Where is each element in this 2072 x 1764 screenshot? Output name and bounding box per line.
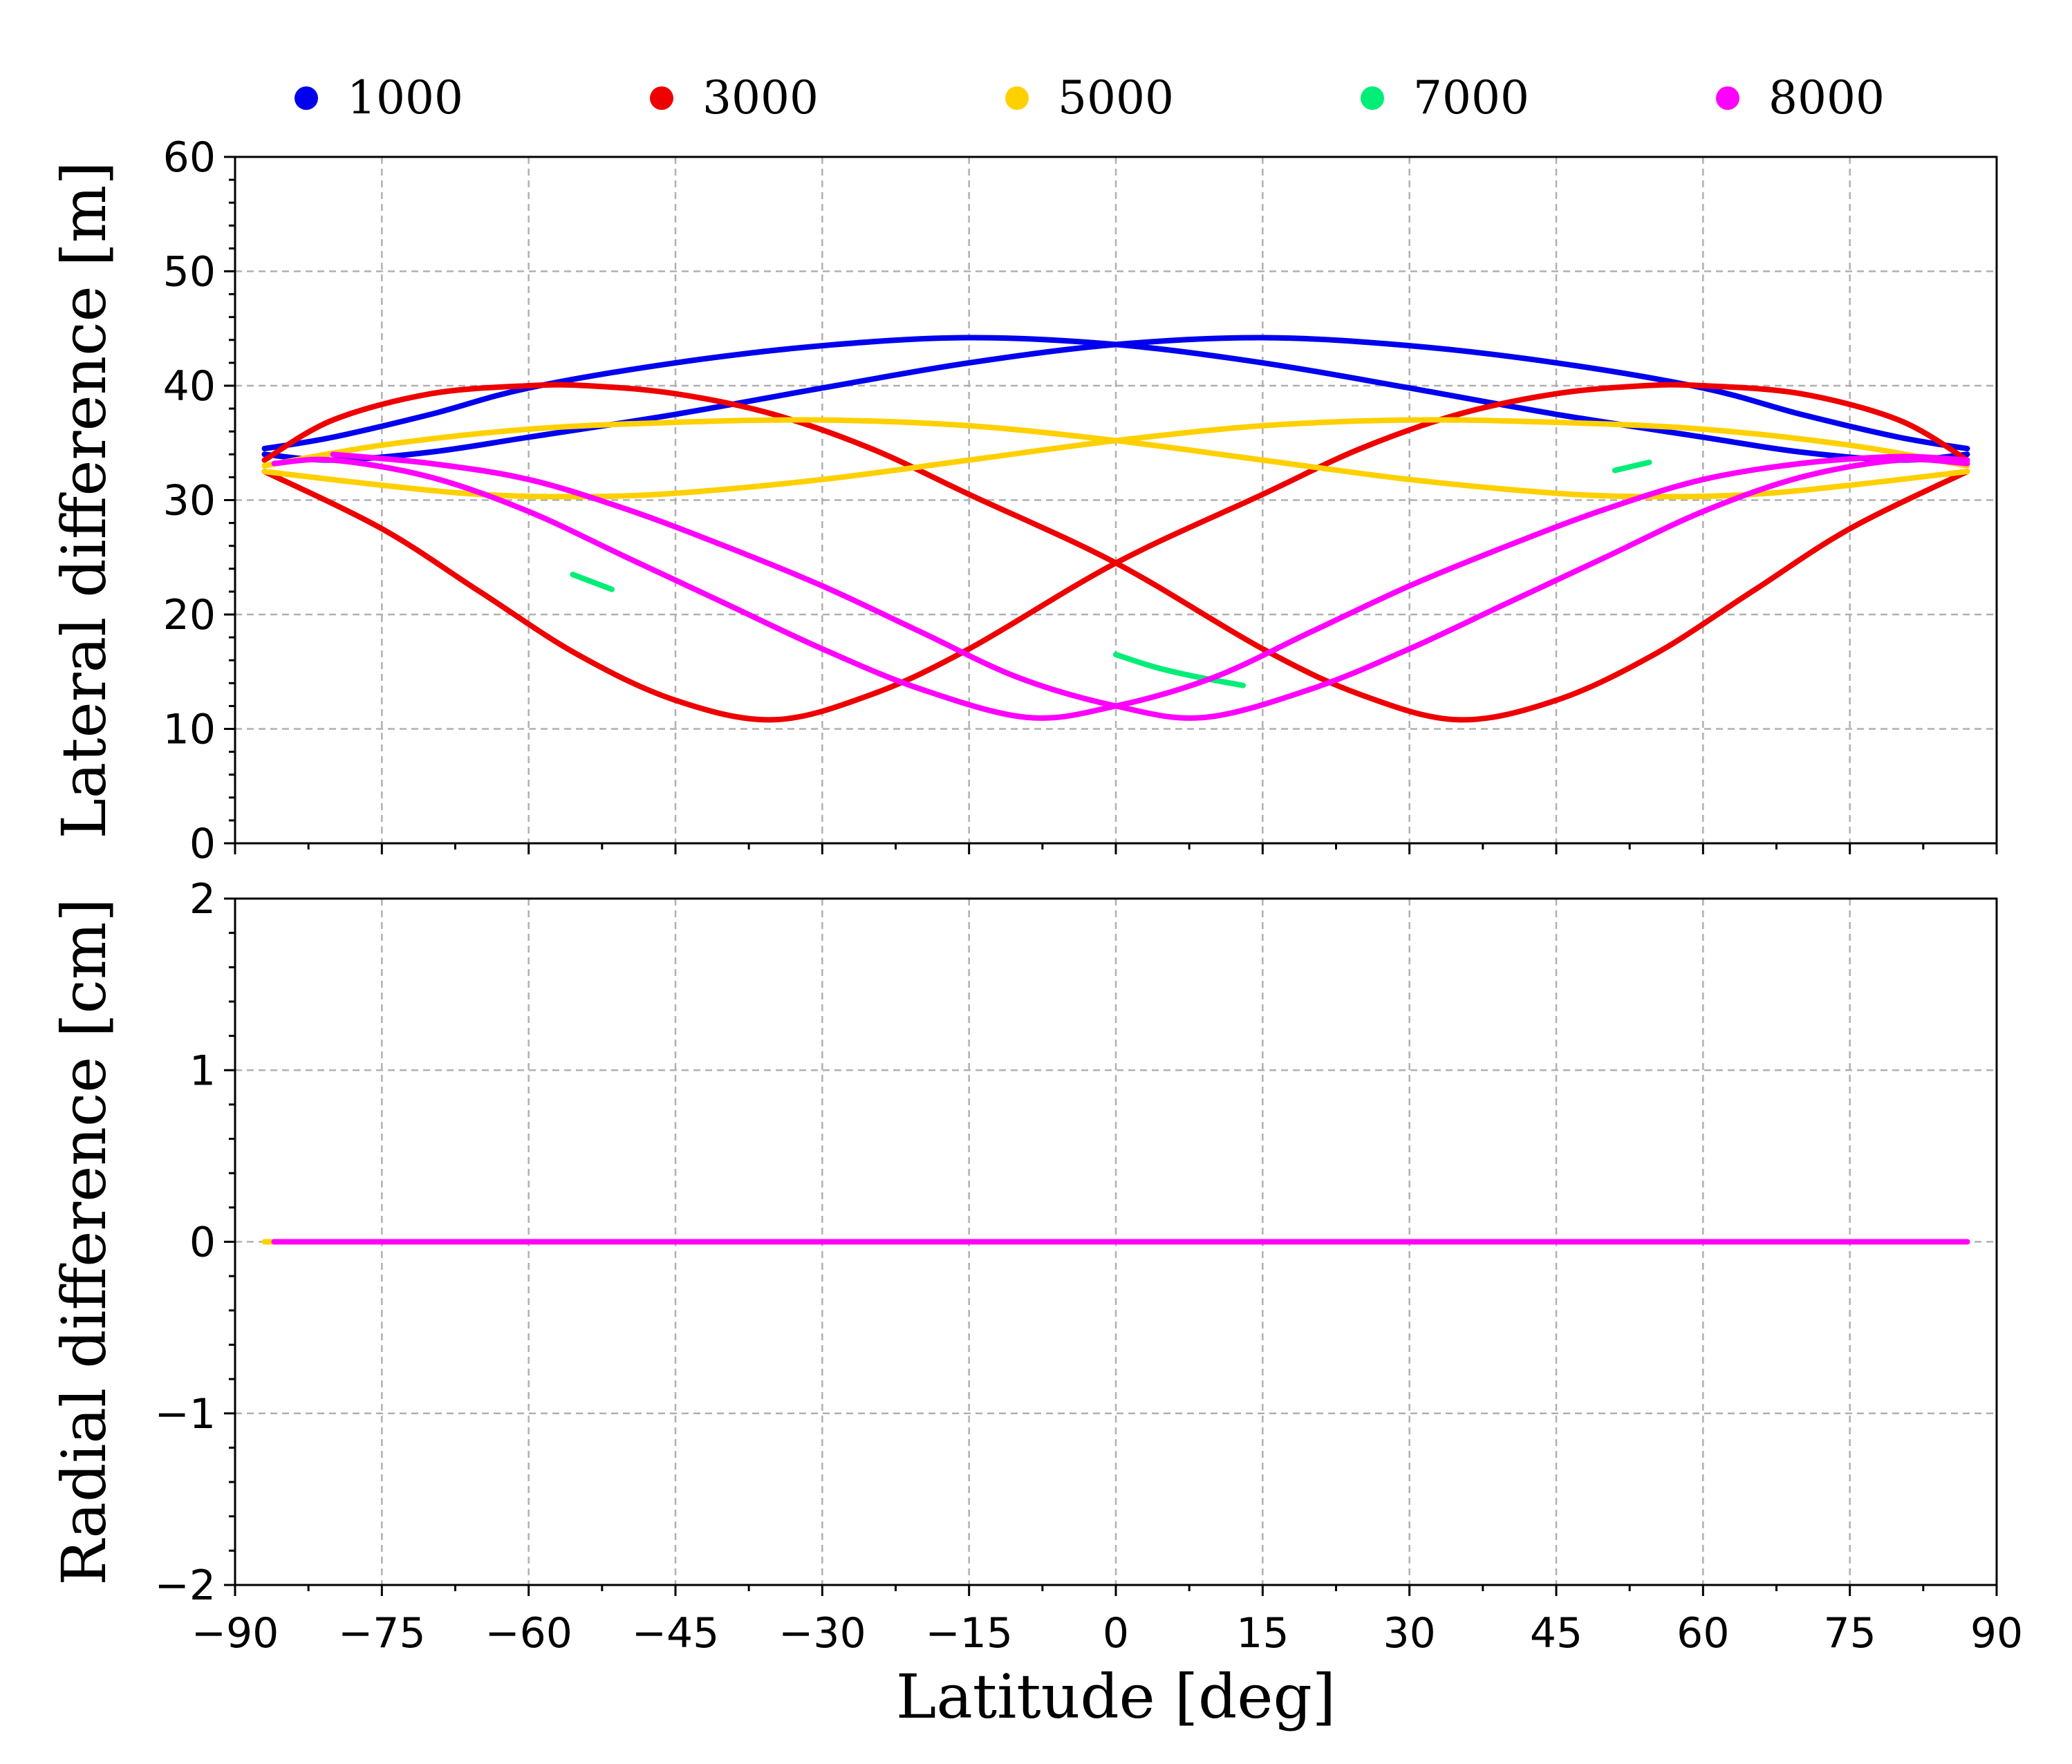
lateral-y-tick-label: 50 — [163, 248, 216, 297]
lateral-series-8000 — [330, 451, 1970, 721]
lateral-series-3000 — [261, 382, 1970, 723]
legend-label-1000: 1000 — [347, 71, 463, 124]
radial-y-tick-label: −2 — [155, 1561, 216, 1610]
legend-label-7000: 7000 — [1413, 71, 1529, 124]
legend-marker-5000 — [1005, 86, 1029, 110]
lateral-y-tick-label: 40 — [163, 362, 216, 411]
x-tick-label: 60 — [1677, 1609, 1729, 1658]
lateral-series-7000 — [1113, 651, 1246, 688]
lateral-y-tick-label: 60 — [163, 133, 216, 182]
lateral-y-tick-label: 30 — [163, 477, 216, 525]
x-tick-label: −90 — [192, 1609, 279, 1658]
radial-y-tick-label: 0 — [189, 1219, 216, 1267]
lateral-series-7000 — [1612, 459, 1652, 473]
lateral-series-7000 — [570, 572, 615, 592]
radial-difference-panel: −2 −1 0 1 2 −90 −75 −60 −45 −30 −15 0 15 30 45 60 75 90 R… — [48, 875, 2023, 1658]
x-tick-label: −45 — [632, 1609, 720, 1658]
lateral-series-1000 — [261, 335, 1970, 463]
legend: 1000 3000 5000 7000 8000 — [295, 71, 1885, 124]
lateral-series-5000 — [261, 417, 1970, 500]
x-tick-label: 0 — [1103, 1609, 1129, 1658]
legend-marker-7000 — [1361, 86, 1384, 110]
legend-marker-1000 — [295, 86, 318, 110]
radial-y-tick-label: −1 — [155, 1390, 216, 1438]
x-tick-label: 75 — [1823, 1609, 1876, 1658]
legend-label-8000: 8000 — [1768, 71, 1885, 124]
x-tick-label: 90 — [1970, 1609, 2023, 1658]
lateral-series-5000 — [261, 417, 1970, 500]
lateral-y-tick-label: 20 — [163, 591, 216, 639]
x-tick-label: −75 — [338, 1609, 426, 1658]
lateral-difference-panel: 0 10 20 30 40 50 60 Lateral difference [m] — [48, 133, 1998, 868]
lateral-series-3000 — [261, 382, 1970, 723]
radial-y-tick-label: 1 — [189, 1047, 216, 1095]
radial-y-tick-label: 2 — [189, 875, 216, 923]
lateral-y-tick-label: 10 — [163, 706, 216, 754]
legend-label-3000: 3000 — [702, 71, 819, 124]
x-tick-label: −30 — [778, 1609, 866, 1658]
x-tick-label: −60 — [485, 1609, 572, 1658]
x-tick-label: 30 — [1383, 1609, 1435, 1658]
x-axis-title: Latitude [deg] — [896, 1661, 1336, 1732]
radial-y-axis-title: Radial difference [cm] — [48, 898, 120, 1585]
x-tick-label: 15 — [1236, 1609, 1289, 1658]
legend-marker-8000 — [1716, 86, 1739, 110]
x-tick-label: −15 — [925, 1609, 1013, 1658]
lateral-y-axis-title: Lateral difference [m] — [48, 161, 120, 838]
lateral-y-tick-label: 0 — [189, 820, 216, 868]
legend-marker-3000 — [650, 86, 673, 110]
legend-label-5000: 5000 — [1058, 71, 1174, 124]
x-tick-label: 45 — [1530, 1609, 1583, 1658]
